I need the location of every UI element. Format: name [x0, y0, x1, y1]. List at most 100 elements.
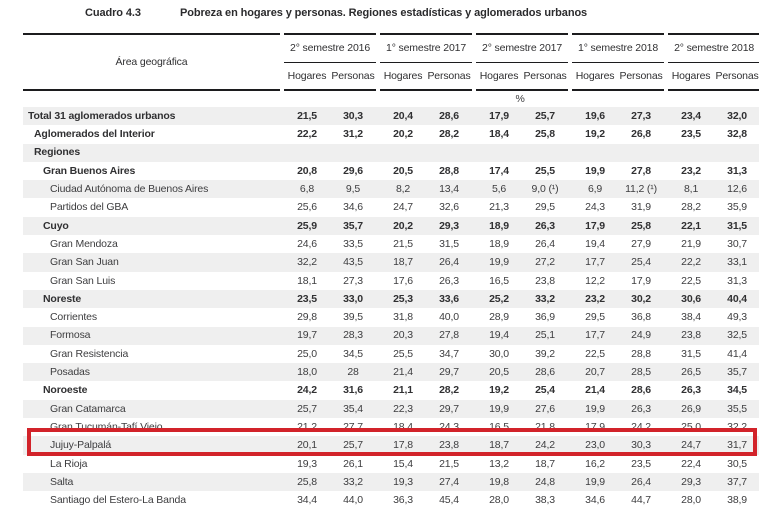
row-spacer — [376, 399, 381, 419]
row-spacer — [376, 363, 381, 382]
row-label: Gran Mendoza — [50, 237, 118, 250]
table-row: Gran Catamarca 25,7 35,4 22,3 29,7 19,9 27,6 19… — [23, 399, 759, 419]
value-cell: 27,8 — [631, 164, 651, 177]
value-cell — [284, 143, 330, 162]
row-spacer — [472, 143, 477, 162]
value-cell: 18,1 — [297, 274, 317, 287]
value-cell: 16,5 — [489, 274, 509, 287]
value-cell: 40,4 — [714, 289, 759, 309]
value-cell: 20,3 — [380, 326, 427, 345]
table-title: Pobreza en hogares y personas. Regiones … — [180, 7, 588, 19]
value-cell: 23,8 — [426, 436, 473, 455]
value-cell: 25,8 — [618, 216, 665, 236]
value-cell: 31,8 — [393, 311, 413, 324]
value-cell: 24,3 — [439, 420, 459, 433]
value-cell — [714, 143, 759, 162]
value-cell: 25,9 — [284, 216, 330, 236]
row-label: Partidos del GBA — [50, 201, 129, 214]
value-cell: 22,2 — [297, 128, 317, 141]
value-cell: 19,3 — [380, 472, 427, 492]
value-cell: 19,6 — [572, 107, 619, 126]
value-cell: 35,5 — [714, 399, 759, 419]
value-cell: 25,6 — [297, 201, 317, 214]
value-cell: 16,2 — [585, 457, 605, 470]
value-cell: 8,2 — [380, 180, 427, 199]
row-label: Salta — [23, 472, 280, 492]
value-cell: 35,4 — [330, 399, 377, 419]
value-cell: 20,7 — [572, 363, 619, 382]
value-cell: 24,2 — [297, 384, 317, 397]
value-cell: 27,8 — [426, 326, 473, 345]
value-cell: 26,4 — [535, 237, 555, 250]
header-period-row: Área geográfica 2° semestre 2016 1° semest… — [23, 33, 759, 91]
value-cell: 23,2 — [681, 164, 701, 177]
value-cell: 22,1 — [668, 216, 715, 236]
value-cell: 5,6 — [476, 180, 523, 199]
value-cell: 17,8 — [380, 436, 427, 455]
value-cell: 28,2 — [681, 201, 701, 214]
value-cell: 31,5 — [439, 237, 459, 250]
row-spacer — [568, 253, 573, 272]
subheader-personas: Personas — [426, 62, 473, 91]
row-label: Posadas — [23, 363, 280, 382]
table-row: Formosa 19,7 28,3 20,3 27,8 19,4 25,1 17,7 24,9 2… — [23, 326, 759, 345]
value-cell: 31,9 — [631, 201, 651, 214]
value-cell: 21,1 — [393, 384, 413, 397]
subheader-hogares: Hogares — [668, 62, 715, 91]
row-spacer — [664, 289, 669, 309]
value-cell: 28,5 — [618, 363, 665, 382]
value-cell: 19,9 — [572, 472, 619, 492]
value-cell: 19,9 — [476, 253, 523, 272]
value-cell: 24,6 — [297, 237, 317, 250]
value-cell: 25,0 — [297, 347, 317, 360]
row-spacer — [568, 363, 573, 382]
row-spacer — [472, 399, 477, 419]
value-cell: 26,8 — [631, 128, 651, 141]
row-spacer — [280, 472, 284, 492]
unit-row-empty-cell — [23, 90, 280, 107]
value-cell: 27,6 — [522, 399, 569, 419]
value-cell: 29,6 — [343, 164, 363, 177]
value-cell: 20,2 — [393, 128, 413, 141]
value-cell: 25,4 — [618, 253, 665, 272]
value-cell: 20,8 — [297, 164, 317, 177]
subheader-hogares: Hogares — [572, 62, 619, 91]
value-cell: 20,1 — [284, 436, 330, 455]
value-cell: 23,5 — [631, 457, 651, 470]
value-cell: 19,2 — [585, 128, 605, 141]
table-row: Gran San Juan 32,2 43,5 18,7 26,4 19,9 27,2 17,… — [23, 253, 759, 272]
value-cell: 28,8 — [631, 347, 651, 360]
row-spacer — [280, 180, 284, 199]
value-cell: 32,2 — [284, 253, 330, 272]
value-cell: 23,0 — [572, 436, 619, 455]
table-row: Gran Buenos Aires 20,8 29,6 20,5 28,8 17,4 25,… — [23, 162, 759, 180]
value-cell: 27,7 — [343, 420, 363, 433]
value-cell: 29,7 — [426, 399, 473, 419]
value-cell: 43,5 — [330, 253, 377, 272]
row-spacer — [664, 326, 669, 345]
value-cell: 28,6 — [522, 363, 569, 382]
value-cell: 11,2 (¹) — [618, 180, 665, 199]
row-label: Gran Tucumán-Tafí Viejo — [50, 420, 163, 433]
value-cell: 25,5 — [393, 347, 413, 360]
row-spacer — [664, 107, 669, 126]
value-cell: 27,3 — [618, 107, 665, 126]
subheader-personas: Personas — [618, 62, 665, 91]
row-spacer — [280, 326, 284, 345]
value-cell: 32,0 — [714, 107, 759, 126]
row-spacer — [280, 363, 284, 382]
table-row: Partidos del GBA 25,6 34,6 24,7 32,6 21,3 29,5… — [23, 198, 759, 216]
table-body: Total 31 aglomerados urbanos 21,5 30,3 20,4… — [23, 107, 759, 505]
value-cell: 28,8 — [439, 164, 459, 177]
row-spacer — [664, 216, 669, 236]
value-cell — [618, 143, 665, 162]
table-row: Corrientes 29,8 39,5 31,8 40,0 28,9 36,9 29,5 36… — [23, 308, 759, 326]
row-spacer — [280, 107, 284, 126]
value-cell: 20,5 — [393, 164, 413, 177]
value-cell: 33,6 — [426, 289, 473, 309]
row-label: Gran San Luis — [50, 274, 116, 287]
value-cell: 23,5 — [681, 128, 701, 141]
value-cell: 35,7 — [714, 363, 759, 382]
value-cell: 38,3 — [535, 494, 555, 505]
